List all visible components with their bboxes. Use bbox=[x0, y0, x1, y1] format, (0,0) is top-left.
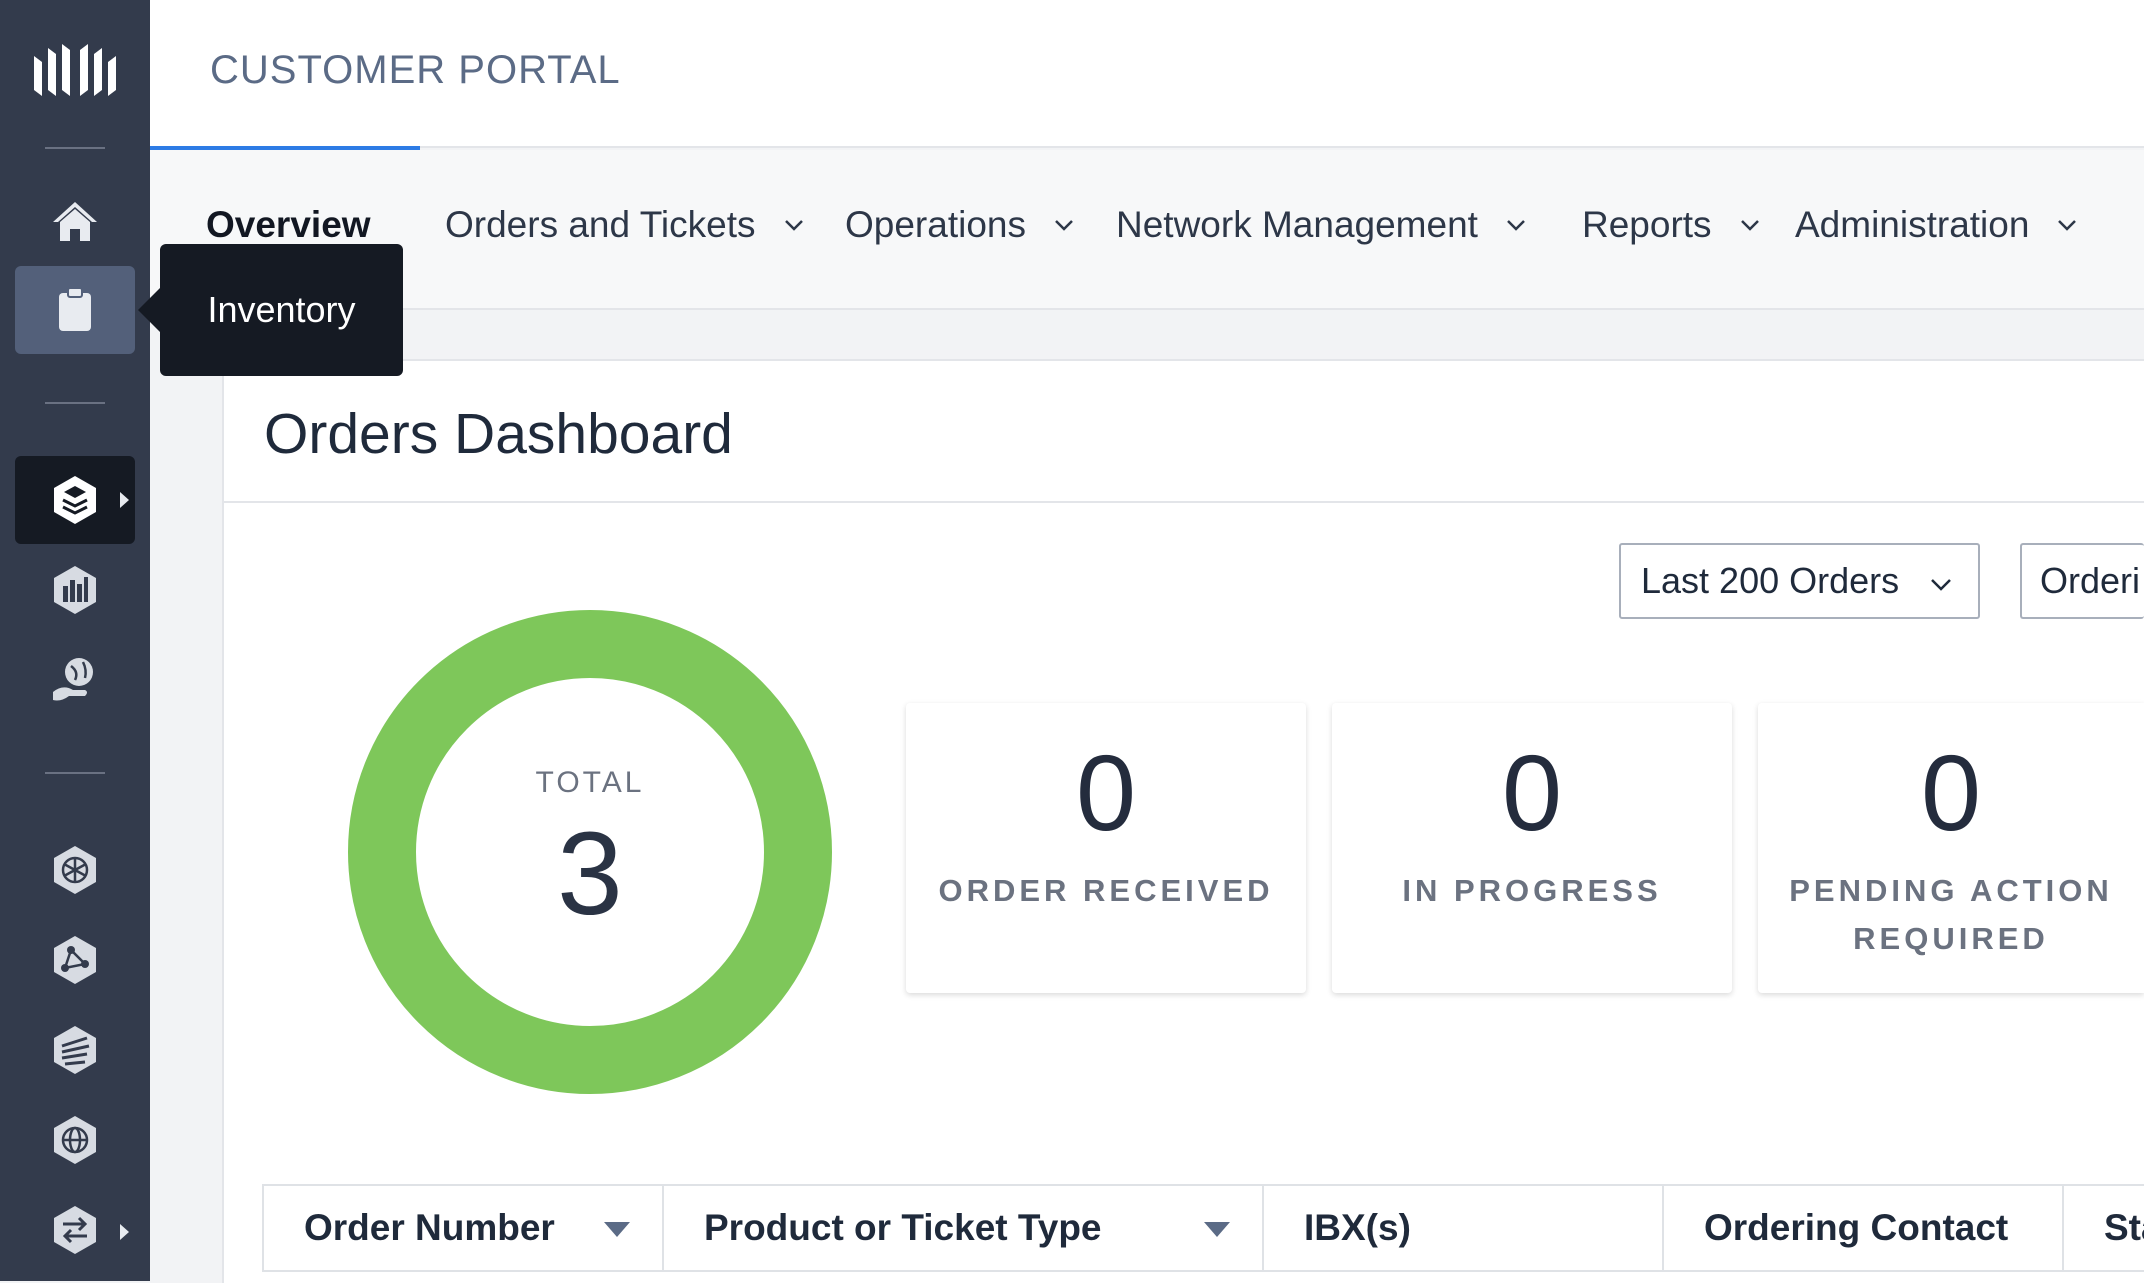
chevron-down-icon bbox=[1507, 220, 1525, 231]
sort-down-icon[interactable] bbox=[1204, 1222, 1230, 1237]
network-hexagon-icon bbox=[54, 846, 96, 894]
sidebar-item-connections[interactable] bbox=[15, 916, 135, 1004]
clipboard-icon bbox=[59, 287, 91, 331]
main-nav: Overview Orders and Tickets Operations N… bbox=[150, 150, 2144, 310]
stat-card-in-progress[interactable]: 0 IN PROGRESS bbox=[1332, 703, 1732, 993]
orders-range-select[interactable]: Last 200 Orders bbox=[1619, 543, 1980, 619]
stat-label: PENDING ACTION REQUIRED bbox=[1758, 867, 2144, 963]
nav-label: Administration bbox=[1795, 204, 2030, 245]
sidebar-item-network[interactable] bbox=[15, 826, 135, 914]
sidebar bbox=[0, 0, 150, 1281]
donut-ring bbox=[348, 610, 832, 1094]
column-label: Order Number bbox=[304, 1207, 555, 1248]
total-label: TOTAL bbox=[535, 766, 645, 799]
sidebar-item-analytics[interactable] bbox=[15, 546, 135, 634]
nav-label: Reports bbox=[1582, 204, 1712, 245]
connection-hexagon-icon bbox=[54, 936, 96, 984]
nav-orders-and-tickets[interactable]: Orders and Tickets bbox=[445, 204, 804, 246]
chevron-down-icon bbox=[1055, 220, 1073, 231]
sidebar-item-inventory[interactable] bbox=[15, 266, 135, 354]
card-header: Orders Dashboard bbox=[224, 361, 2144, 503]
column-header-status[interactable]: Sta bbox=[2064, 1186, 2144, 1270]
nav-label: Operations bbox=[845, 204, 1026, 245]
stat-value: 0 bbox=[1501, 732, 1563, 853]
orders-total-donut bbox=[348, 610, 832, 1094]
chevron-down-icon bbox=[2058, 220, 2077, 231]
exchange-arrows-icon bbox=[54, 1206, 96, 1254]
expand-arrow-icon bbox=[120, 1224, 129, 1240]
column-label: Product or Ticket Type bbox=[704, 1207, 1102, 1248]
sidebar-item-global[interactable] bbox=[15, 636, 135, 724]
portal-title: CUSTOMER PORTAL bbox=[210, 48, 621, 92]
globe-hand-icon bbox=[53, 658, 93, 701]
stat-label-line: PENDING ACTION bbox=[1789, 873, 2113, 908]
stat-label: ORDER RECEIVED bbox=[938, 873, 1274, 908]
sidebar-item-exchange[interactable] bbox=[15, 1186, 135, 1274]
orders-table-header: Order Number Product or Ticket Type IBX(… bbox=[262, 1184, 2144, 1272]
stat-label-line: REQUIRED bbox=[1853, 921, 2049, 956]
total-value: 3 bbox=[557, 808, 623, 940]
stat-value: 0 bbox=[1075, 732, 1137, 853]
nav-label: Network Management bbox=[1116, 204, 1478, 245]
nav-overview[interactable]: Overview bbox=[206, 204, 371, 245]
nav-reports[interactable]: Reports bbox=[1582, 204, 1760, 246]
column-label: Sta bbox=[2104, 1207, 2144, 1248]
column-label: Ordering Contact bbox=[1704, 1207, 2009, 1248]
column-header-product-type[interactable]: Product or Ticket Type bbox=[664, 1186, 1264, 1270]
select-value: Orderi bbox=[2040, 560, 2141, 601]
top-header: CUSTOMER PORTAL bbox=[150, 0, 2144, 154]
sidebar-item-stack[interactable] bbox=[15, 456, 135, 544]
column-header-ibx[interactable]: IBX(s) bbox=[1264, 1186, 1664, 1270]
stat-label: IN PROGRESS bbox=[1402, 873, 1662, 908]
stat-card-pending-action[interactable]: 0 PENDING ACTION REQUIRED bbox=[1758, 703, 2144, 993]
sort-down-icon[interactable] bbox=[604, 1222, 630, 1237]
select-value: Last 200 Orders bbox=[1641, 560, 1900, 601]
expand-arrow-icon bbox=[120, 492, 129, 508]
sidebar-item-home[interactable] bbox=[15, 178, 135, 266]
sidebar-item-internet[interactable] bbox=[15, 1096, 135, 1184]
stat-card-order-received[interactable]: 0 ORDER RECEIVED bbox=[906, 703, 1306, 993]
page-title: Orders Dashboard bbox=[264, 402, 733, 466]
home-icon bbox=[53, 202, 97, 241]
bar-chart-hexagon-icon bbox=[54, 566, 96, 614]
globe-hexagon-icon bbox=[54, 1116, 96, 1164]
sidebar-divider bbox=[45, 772, 105, 774]
stat-value: 0 bbox=[1920, 732, 1982, 853]
sidebar-divider bbox=[45, 402, 105, 404]
sidebar-divider bbox=[45, 147, 105, 149]
ordering-select[interactable]: Orderi bbox=[2020, 543, 2144, 619]
chevron-down-icon bbox=[784, 220, 803, 231]
inventory-tooltip: Inventory bbox=[138, 244, 403, 376]
nav-administration[interactable]: Administration bbox=[1795, 204, 2077, 246]
column-header-order-number[interactable]: Order Number bbox=[264, 1186, 664, 1270]
column-header-ordering-contact[interactable]: Ordering Contact bbox=[1664, 1186, 2064, 1270]
lines-hexagon-icon bbox=[54, 1026, 96, 1074]
nav-network-management[interactable]: Network Management bbox=[1116, 204, 1526, 246]
column-label: IBX(s) bbox=[1304, 1207, 1411, 1248]
chevron-down-icon bbox=[1740, 220, 1759, 231]
sidebar-item-fabric[interactable] bbox=[15, 1006, 135, 1094]
chevron-down-icon bbox=[1931, 579, 1951, 591]
nav-operations[interactable]: Operations bbox=[845, 204, 1074, 246]
stack-hexagon-icon bbox=[54, 476, 96, 524]
equinix-logo[interactable] bbox=[28, 38, 122, 104]
nav-label: Orders and Tickets bbox=[445, 204, 756, 245]
